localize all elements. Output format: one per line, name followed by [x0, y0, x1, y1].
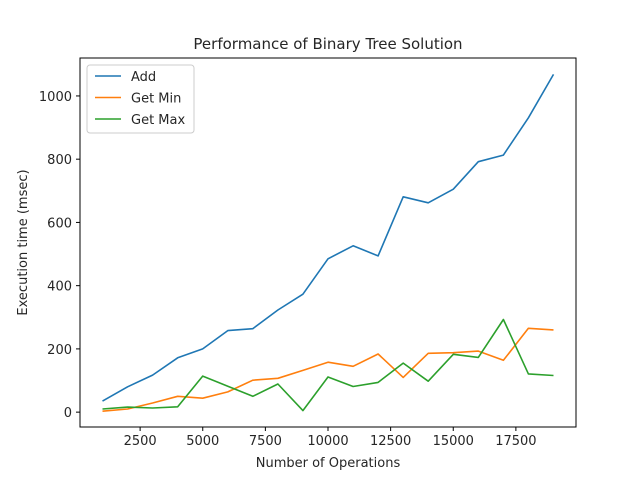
chart-title: Performance of Binary Tree Solution: [193, 35, 462, 53]
x-tick-label: 7500: [249, 434, 282, 449]
legend-label: Get Max: [131, 113, 185, 128]
series-lines: [102, 73, 555, 412]
x-tick-label: 5000: [186, 434, 219, 449]
x-axis-label: Number of Operations: [256, 456, 401, 471]
y-tick-label: 200: [47, 343, 72, 358]
y-tick-label: 400: [47, 280, 72, 295]
y-tick-label: 800: [47, 153, 72, 168]
series-line-get-min: [102, 327, 554, 412]
y-axis-label: Execution time (msec): [16, 169, 31, 315]
y-tick-label: 600: [47, 216, 72, 231]
legend-label: Add: [131, 70, 156, 85]
series-line-add: [102, 73, 555, 402]
series-line-get-max: [102, 318, 554, 412]
y-tick-label: 0: [64, 406, 72, 421]
y-tick-label: 1000: [39, 90, 72, 105]
x-tick-label: 17500: [495, 434, 536, 449]
x-tick-label: 15000: [433, 434, 474, 449]
legend: Add Get Min Get Max: [86, 64, 195, 134]
x-tick-label: 10000: [307, 434, 348, 449]
legend-box: [86, 64, 195, 134]
x-tick-label: 12500: [370, 434, 411, 449]
x-tick-label: 2500: [124, 434, 157, 449]
legend-label: Get Min: [131, 92, 181, 107]
axis-ticks: 2500 5000 7500 10000 12500 15000 17500 0 200 400 6…: [39, 90, 537, 449]
plot-frame: [79, 57, 577, 428]
